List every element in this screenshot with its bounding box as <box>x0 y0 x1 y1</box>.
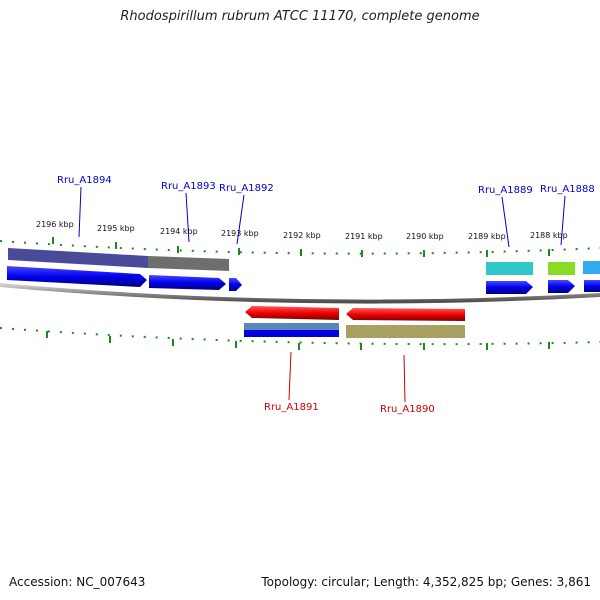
label-leader <box>560 195 566 246</box>
cds-arrow <box>584 280 600 292</box>
label-leader <box>236 194 245 245</box>
genome-summary-text: Topology: circular; Length: 4,352,825 bp… <box>261 575 591 589</box>
cds-arrow <box>548 280 575 293</box>
cog-track-reverse <box>244 323 465 338</box>
tick-label: 2196 kbp <box>36 220 74 229</box>
cds-arrow <box>229 278 242 291</box>
gene-label-rru-a1890: Rru_A1890 <box>380 404 435 415</box>
genome-backbone <box>0 283 600 304</box>
label-leader <box>403 354 406 403</box>
cog-block <box>486 262 533 275</box>
tick-label: 2195 kbp <box>97 224 135 233</box>
gene-label-rru-a1893: Rru_A1893 <box>161 181 216 192</box>
tick-label: 2191 kbp <box>345 232 383 241</box>
cds-arrow <box>346 308 465 321</box>
gene-labels-bottom: Rru_A1891 Rru_A1890 <box>264 351 435 415</box>
gene-label-rru-a1889: Rru_A1889 <box>478 185 533 196</box>
gene-label-rru-a1892: Rru_A1892 <box>219 183 274 194</box>
label-leader <box>288 351 292 401</box>
cds-arrow <box>149 275 226 290</box>
tick-label: 2188 kbp <box>530 231 568 240</box>
cog-block <box>244 323 339 330</box>
cog-block <box>148 256 229 271</box>
tick-label: 2190 kbp <box>406 232 444 241</box>
cds-arrow <box>7 266 147 287</box>
cds-arrow <box>486 281 533 294</box>
label-leader <box>501 196 510 248</box>
reverse-tick-dots <box>0 327 600 350</box>
gene-label-rru-a1891: Rru_A1891 <box>264 402 319 413</box>
cds-arrow <box>245 306 339 320</box>
tick-label: 2194 kbp <box>160 227 198 236</box>
label-leader <box>185 192 190 243</box>
reverse-cds-track <box>245 306 465 321</box>
label-leader <box>78 186 82 238</box>
cog-track-forward <box>8 248 600 275</box>
cog-block <box>8 248 148 268</box>
forward-cds-track <box>7 266 600 294</box>
tick-label: 2189 kbp <box>468 232 506 241</box>
map-title: Rhodospirillum rubrum ATCC 11170, comple… <box>120 9 480 24</box>
cog-block <box>244 330 339 337</box>
gene-labels-top: Rru_A1894 Rru_A1893 Rru_A1892 Rru_A1889 … <box>57 175 595 248</box>
gene-label-rru-a1888: Rru_A1888 <box>540 184 595 195</box>
accession-text: Accession: NC_007643 <box>9 575 146 589</box>
cog-block <box>346 325 465 338</box>
tick-label: 2193 kbp <box>221 229 259 238</box>
kbp-ticks: 2196 kbp 2195 kbp 2194 kbp 2193 kbp 2192… <box>36 220 568 257</box>
gene-label-rru-a1894: Rru_A1894 <box>57 175 112 186</box>
cog-block <box>548 262 575 275</box>
cog-block <box>583 261 600 274</box>
tick-label: 2192 kbp <box>283 231 321 240</box>
